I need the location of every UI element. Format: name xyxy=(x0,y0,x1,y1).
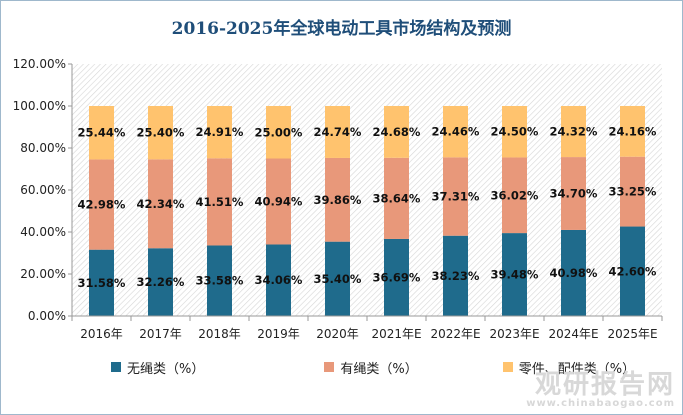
y-tick-label: 100.00% xyxy=(13,99,66,113)
bar-segment xyxy=(384,105,409,158)
data-label: 41.51% xyxy=(196,195,244,209)
bar-segment xyxy=(384,157,409,239)
x-tick-label: 2018年 xyxy=(198,327,241,341)
bar-segment xyxy=(89,159,114,250)
data-label: 24.16% xyxy=(609,124,657,138)
bar-segment xyxy=(89,106,114,160)
data-label: 24.91% xyxy=(196,125,244,139)
bar-segment xyxy=(266,106,291,159)
bar-segment xyxy=(502,233,527,316)
data-label: 36.69% xyxy=(373,270,421,284)
bar-segment xyxy=(620,156,645,227)
bar-segment xyxy=(207,106,232,159)
bar-segment xyxy=(266,158,291,245)
data-label: 24.50% xyxy=(491,125,539,139)
chart-title: 2016-2025年全球电动工具市场结构及预测 xyxy=(171,19,512,39)
legend-swatch xyxy=(324,362,335,372)
y-tick-label: 0.00% xyxy=(28,309,66,323)
data-label: 25.44% xyxy=(78,126,126,140)
watermark-url: www.chinabaogao.com xyxy=(526,398,675,409)
data-label: 42.34% xyxy=(137,197,185,211)
data-label: 39.86% xyxy=(314,193,362,207)
data-label: 24.68% xyxy=(373,125,421,139)
x-tick-label: 2017年 xyxy=(139,327,182,341)
data-label: 24.32% xyxy=(550,125,598,139)
data-label: 37.31% xyxy=(432,190,480,204)
bar-segment xyxy=(561,229,586,316)
data-label: 38.64% xyxy=(373,191,421,205)
x-tick-label: 2019年 xyxy=(257,327,300,341)
bar-segment xyxy=(502,157,527,234)
x-tick-label: 2025年E xyxy=(607,327,657,341)
data-label: 39.48% xyxy=(491,268,539,282)
bar-segment xyxy=(207,158,232,246)
legend-item: 无绳类（%） xyxy=(111,358,204,377)
legend-label: 无绳类（%） xyxy=(127,361,205,377)
x-tick-label: 2021年E xyxy=(371,327,421,341)
data-label: 35.40% xyxy=(314,272,362,286)
legend-swatch xyxy=(502,362,513,372)
bars-group: 31.58% 42.98% 25.44% 32.26% 42.34% 25.40% 33.5… xyxy=(78,105,657,316)
bar-segment xyxy=(620,105,645,157)
watermark: 观研报告网 www.chinabaogao.com xyxy=(526,372,675,409)
bar-segment xyxy=(561,157,586,230)
bar-segment xyxy=(443,235,468,316)
watermark-main: 观研报告网 xyxy=(534,370,675,400)
data-label: 25.40% xyxy=(137,126,185,140)
x-tick-label: 2023年E xyxy=(489,327,539,341)
bar-segment xyxy=(148,106,173,160)
x-tick-label: 2020年 xyxy=(316,327,359,341)
x-tick-label: 2024年E xyxy=(548,327,598,341)
bar-segment xyxy=(620,226,645,316)
y-axis: 0.00% 20.00% 40.00% 60.00% 80.00% 100.00% 120.… xyxy=(13,57,73,323)
bar-segment xyxy=(148,159,173,249)
legend-item: 零件、配件类（%） xyxy=(502,358,636,377)
data-label: 32.26% xyxy=(137,275,185,289)
data-label: 33.58% xyxy=(196,274,244,288)
data-label: 38.23% xyxy=(432,269,480,283)
legend-label: 零件、配件类（%） xyxy=(518,361,636,377)
legend: 无绳类（%） 有绳类（%） 零件、配件类（%） xyxy=(66,352,662,382)
bar-segment xyxy=(207,245,232,316)
data-label: 25.00% xyxy=(255,125,303,139)
bar-segment xyxy=(266,244,291,316)
x-axis: 2016年 2017年 2018年 2019年 2020年 2021年E 2022年E 202… xyxy=(71,315,663,341)
data-label: 34.06% xyxy=(255,273,303,287)
bar-segment xyxy=(148,248,173,316)
x-tick-label: 2016年 xyxy=(80,327,123,341)
bar-segment xyxy=(325,106,350,158)
bar-segment xyxy=(89,249,114,316)
data-label: 40.94% xyxy=(255,194,303,208)
data-label: 36.02% xyxy=(491,188,539,202)
y-tick-label: 60.00% xyxy=(20,183,66,197)
data-label: 42.60% xyxy=(609,264,657,278)
x-tick-label: 2022年E xyxy=(430,327,480,341)
legend-item: 有绳类（%） xyxy=(324,358,418,377)
bar-segment xyxy=(325,241,350,316)
y-tick-label: 80.00% xyxy=(20,141,66,155)
y-tick-label: 40.00% xyxy=(20,225,66,239)
bar-segment xyxy=(443,106,468,158)
bar-segment xyxy=(561,106,586,158)
data-label: 24.46% xyxy=(432,125,480,139)
y-tick-label: 20.00% xyxy=(20,267,66,281)
bar-segment xyxy=(443,157,468,236)
bar-segment xyxy=(325,157,350,242)
legend-swatch xyxy=(111,362,121,372)
data-label: 34.70% xyxy=(550,187,598,201)
data-label: 24.74% xyxy=(314,125,362,139)
data-label: 40.98% xyxy=(550,266,598,280)
y-tick-label: 120.00% xyxy=(13,57,66,71)
data-label: 42.98% xyxy=(78,198,126,212)
bar-segment xyxy=(384,238,409,316)
data-label: 33.25% xyxy=(609,185,657,199)
data-label: 31.58% xyxy=(78,276,126,290)
legend-label: 有绳类（%） xyxy=(340,361,418,377)
bar-segment xyxy=(502,106,527,158)
